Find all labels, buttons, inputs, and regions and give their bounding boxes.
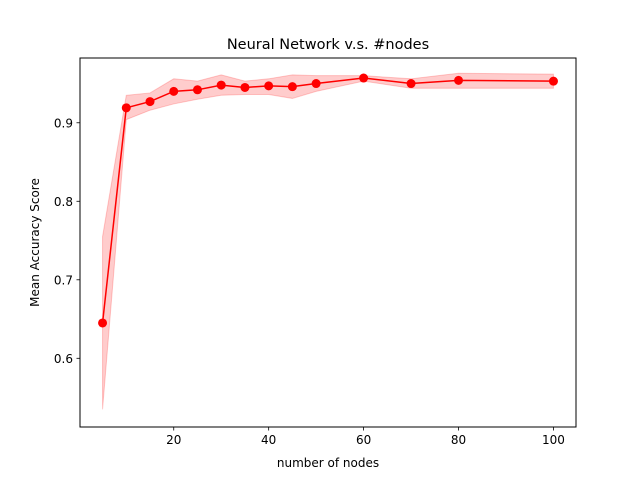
data-point xyxy=(406,79,416,89)
data-point xyxy=(145,97,155,107)
y-axis: 0.6 0.7 0.8 0.9 xyxy=(54,116,80,366)
x-tick-label: 40 xyxy=(261,433,276,447)
y-tick-label: 0.8 xyxy=(54,195,73,209)
data-point xyxy=(121,103,131,113)
data-point xyxy=(264,81,274,91)
x-tick-label: 80 xyxy=(451,433,466,447)
data-point xyxy=(192,85,202,95)
chart-title: Neural Network v.s. #nodes xyxy=(227,37,429,53)
data-point xyxy=(98,318,108,328)
axes-frame xyxy=(79,57,577,428)
x-tick-label: 100 xyxy=(542,433,565,447)
data-point xyxy=(216,80,226,90)
data-point xyxy=(169,86,179,96)
data-point xyxy=(311,79,321,89)
confidence-band-0 xyxy=(102,72,554,410)
y-tick-label: 0.7 xyxy=(54,273,73,287)
x-tick-label: 20 xyxy=(166,433,181,447)
data-point xyxy=(454,75,464,85)
series-line-0 xyxy=(101,77,554,324)
data-point xyxy=(287,82,297,92)
plot-area xyxy=(98,72,558,410)
data-point xyxy=(240,82,250,92)
x-axis: 20 40 60 80 100 xyxy=(166,427,565,447)
x-tick-label: 60 xyxy=(356,433,371,447)
data-point xyxy=(548,76,558,86)
data-point xyxy=(359,73,369,83)
y-axis-label: Mean Accuracy Score xyxy=(28,178,42,307)
y-tick-label: 0.6 xyxy=(54,352,73,366)
y-tick-label: 0.9 xyxy=(54,116,73,130)
x-axis-label: number of nodes xyxy=(277,456,379,470)
